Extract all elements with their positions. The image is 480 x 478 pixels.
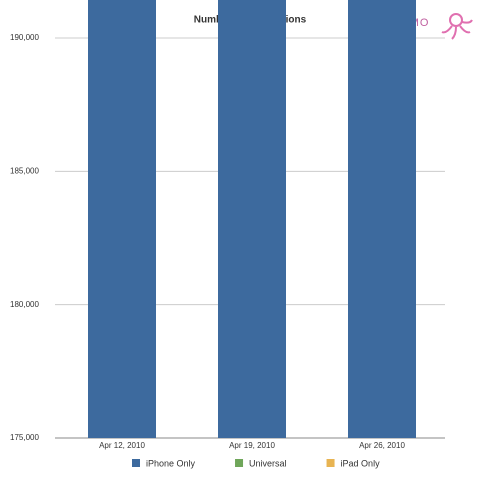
x-tick-label: Apr 19, 2010 xyxy=(229,441,275,450)
y-tick-label: 190,000 xyxy=(10,33,39,42)
x-tick-label: Apr 26, 2010 xyxy=(359,441,405,450)
legend-label: iPad Only xyxy=(341,458,381,468)
legend-swatch xyxy=(235,459,244,467)
bar-segment xyxy=(348,0,416,438)
y-tick-label: 180,000 xyxy=(10,300,39,309)
bar-segment xyxy=(88,0,156,438)
legend-label: Universal xyxy=(249,458,287,468)
y-tick-label: 185,000 xyxy=(10,166,39,175)
legend-swatch xyxy=(326,459,335,467)
x-tick-label: Apr 12, 2010 xyxy=(99,441,145,450)
legend-swatch xyxy=(132,459,140,467)
bar-segment xyxy=(218,0,286,438)
logo-icon xyxy=(441,13,473,40)
legend-label: iPhone Only xyxy=(146,458,196,468)
y-tick-label: 175,000 xyxy=(10,433,39,442)
